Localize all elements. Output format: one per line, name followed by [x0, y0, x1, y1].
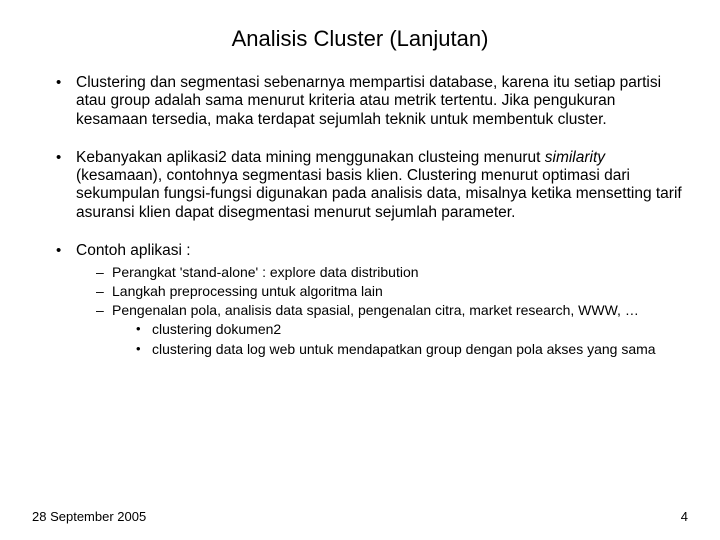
sub-bullet-list: Perangkat 'stand-alone' : explore data d…: [76, 264, 688, 357]
sub-3-text: Pengenalan pola, analisis data spasial, …: [112, 302, 639, 318]
sub-2-text: Langkah preprocessing untuk algoritma la…: [112, 283, 383, 299]
subsub-1: clustering dokumen2: [138, 321, 688, 338]
footer-date: 28 September 2005: [32, 509, 146, 524]
bullet-1-text: Clustering dan segmentasi sebenarnya mem…: [76, 74, 661, 128]
subsub-2-text: clustering data log web untuk mendapatka…: [152, 341, 656, 357]
sub-1: Perangkat 'stand-alone' : explore data d…: [98, 264, 688, 281]
bullet-3-text: Contoh aplikasi :: [76, 242, 191, 259]
bullet-2: Kebanyakan aplikasi2 data mining menggun…: [60, 149, 688, 222]
subsub-bullet-list: clustering dokumen2 clustering data log …: [112, 321, 688, 357]
subsub-2: clustering data log web untuk mendapatka…: [138, 341, 688, 358]
footer-page: 4: [681, 509, 688, 524]
main-bullet-list: Clustering dan segmentasi sebenarnya mem…: [32, 74, 688, 358]
slide: Analisis Cluster (Lanjutan) Clustering d…: [0, 0, 720, 540]
bullet-3: Contoh aplikasi : Perangkat 'stand-alone…: [60, 242, 688, 358]
sub-3: Pengenalan pola, analisis data spasial, …: [98, 302, 688, 357]
slide-title: Analisis Cluster (Lanjutan): [32, 26, 688, 52]
bullet-2-post: (kesamaan), contohnya segmentasi basis k…: [76, 167, 682, 221]
bullet-2-pre: Kebanyakan aplikasi2 data mining menggun…: [76, 149, 545, 166]
bullet-2-italic: similarity: [545, 149, 605, 166]
footer: 28 September 2005 4: [32, 509, 688, 524]
subsub-1-text: clustering dokumen2: [152, 321, 281, 337]
sub-1-text: Perangkat 'stand-alone' : explore data d…: [112, 264, 419, 280]
sub-2: Langkah preprocessing untuk algoritma la…: [98, 283, 688, 300]
bullet-1: Clustering dan segmentasi sebenarnya mem…: [60, 74, 688, 129]
